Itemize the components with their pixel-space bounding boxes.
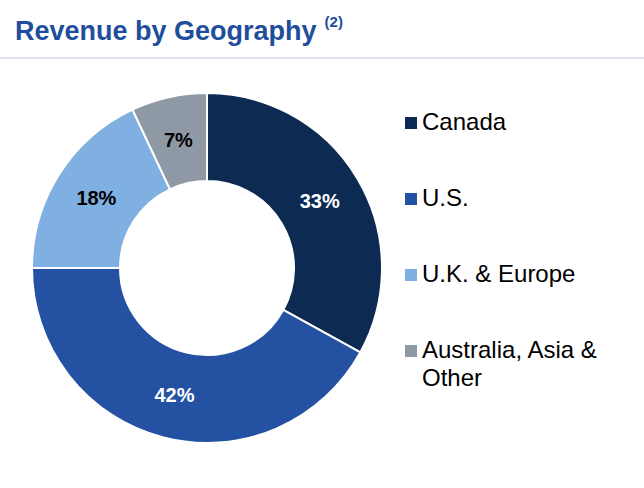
legend-swatch xyxy=(405,117,417,129)
data-label: 33% xyxy=(300,190,340,212)
legend-label: Canada xyxy=(422,108,507,135)
data-label: 42% xyxy=(154,384,194,406)
chart: Revenue by Geography (2) 33% 42% 18% 7% Canada… xyxy=(0,0,644,488)
legend: Canada U.S. U.K. & Europe Australia, Asia &… xyxy=(405,108,597,391)
legend-swatch xyxy=(405,345,417,357)
legend-label: U.S. xyxy=(422,184,469,211)
title-footnote: (2) xyxy=(325,13,343,30)
legend-label: U.K. & Europe xyxy=(422,260,575,287)
slices xyxy=(32,93,382,443)
title: Revenue by Geography xyxy=(15,16,317,46)
data-label: 18% xyxy=(76,187,116,209)
legend-label-line: U.K. & Europe xyxy=(422,260,575,287)
slice xyxy=(207,93,382,352)
data-label: 7% xyxy=(164,129,193,151)
slice xyxy=(132,93,207,189)
title-rule xyxy=(0,57,644,58)
legend-label-line: Australia, Asia & xyxy=(422,336,597,363)
legend-label: Australia, Asia &Other xyxy=(422,336,597,391)
data-labels: 33% 42% 18% 7% xyxy=(76,129,340,406)
legend-label-line: U.S. xyxy=(422,184,469,211)
legend-swatch xyxy=(405,269,417,281)
legend-swatch xyxy=(405,193,417,205)
legend-label-line: Canada xyxy=(422,108,507,135)
legend-label-line: Other xyxy=(422,364,482,391)
slice xyxy=(32,268,360,443)
